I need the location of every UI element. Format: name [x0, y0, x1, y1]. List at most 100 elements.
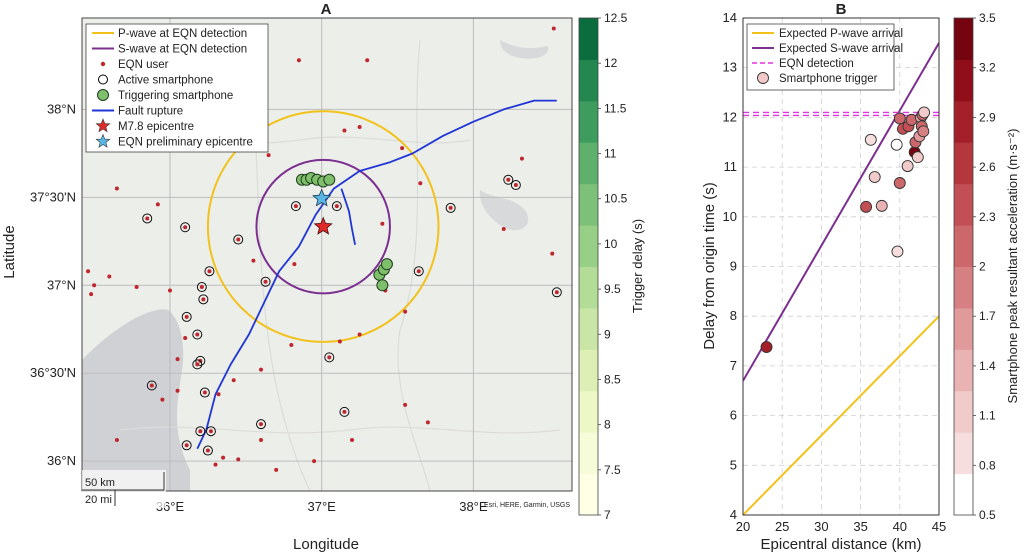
active-smartphone-points — [142, 174, 562, 456]
trigger-delay-colorbar-label: Trigger delay (s) — [630, 219, 645, 313]
map-area — [82, 18, 572, 491]
active-smartphone-marker — [181, 440, 192, 451]
active-smartphone-marker — [339, 406, 350, 417]
legend-star-swatch — [95, 118, 111, 133]
colorbar-bin — [579, 432, 598, 475]
eqn-user-dot — [554, 290, 559, 295]
colorbar-bin — [954, 473, 973, 516]
triggering-smartphone-marker — [376, 279, 389, 292]
legend-label: Active smartphone — [118, 75, 213, 87]
eqn-user-dot — [425, 420, 430, 425]
eqn-user-dot — [416, 269, 421, 274]
eqn-user-dot — [231, 378, 236, 383]
plot-b-y-tick-label: 9 — [730, 259, 737, 274]
active-smartphone-marker — [204, 266, 215, 277]
eqn-user-dot — [213, 462, 218, 467]
colorbar-tick-label: 8 — [604, 418, 611, 432]
eqn-user-dot — [357, 125, 362, 130]
legend-circle-swatch — [757, 72, 769, 84]
trigger-delay-colorbar: 12.5 12 11.5 11 10.5 10 9.5 9 8.5 8 7.5 7 Trigger d… — [578, 11, 645, 522]
eqn-user-dot — [274, 467, 279, 472]
map-legend-entries: P-wave at EQN detection S-wave at EQN det… — [92, 28, 253, 149]
map-y-tick-label: 37°N — [47, 277, 76, 292]
epicentre-stars — [312, 188, 333, 235]
colorbar-tick-label: 2.3 — [979, 210, 996, 224]
smartphone-trigger-point — [864, 133, 877, 146]
smartphone-trigger-point — [901, 160, 914, 173]
colorbar-frame — [578, 17, 599, 516]
smartphone-trigger-point — [860, 200, 873, 213]
smartphone-trigger-point — [893, 177, 906, 189]
smartphone-trigger-point — [918, 106, 931, 119]
colorbar-tick-label: 2.6 — [979, 160, 996, 174]
eqn-user-dot — [201, 297, 206, 302]
eqn-user-dot — [92, 283, 97, 288]
road-lines — [89, 39, 561, 491]
colorbar-bin — [954, 266, 973, 309]
eqn-user-points — [86, 26, 556, 472]
eqn-user-dot — [184, 443, 189, 448]
colorbar-bin — [579, 142, 598, 185]
map-legend: P-wave at EQN detection S-wave at EQN det… — [85, 23, 269, 153]
plot-b-y-tick-label: 14 — [723, 10, 737, 25]
map-y-label: Latitude — [1, 225, 18, 278]
eqn-user-dot — [403, 402, 408, 407]
colorbar-bin — [579, 100, 598, 143]
colorbar-bin — [954, 100, 973, 143]
plot-b-lines — [743, 42, 939, 515]
plot-b-y-tick-label: 5 — [730, 457, 737, 472]
active-smartphone-marker — [445, 202, 456, 213]
active-smartphone-marker — [290, 201, 301, 212]
colorbar-tick-label: 1.4 — [979, 359, 996, 373]
eqn-user-dot — [259, 367, 264, 372]
eqn-user-dot — [312, 459, 317, 464]
acceleration-colorbar: 3.5 3.2 2.9 2.6 2.3 2 1.7 1.4 1.1 0.8 0.5 Smartpho… — [953, 11, 1020, 522]
legend-circle-swatch — [97, 89, 109, 101]
eqn-user-dot — [327, 355, 332, 360]
colorbar-bin — [954, 18, 973, 60]
lake-shape — [479, 190, 529, 231]
colorbar-tick-label: 7 — [604, 508, 611, 522]
eqn-user-dot — [155, 202, 160, 207]
eqn-user-dot — [403, 309, 408, 314]
colorbar-bin — [579, 473, 598, 516]
eqn-user-dot — [357, 332, 362, 337]
eqn-user-dot — [293, 204, 298, 209]
eqn-user-dot — [418, 181, 423, 186]
colorbar-bin — [579, 390, 598, 433]
eqn-user-dot — [513, 183, 518, 188]
eqn-user-dot — [236, 237, 241, 242]
eqn-user-dot — [160, 397, 165, 402]
eqn-user-dot — [266, 153, 271, 158]
legend-label: Expected S-wave arrival — [779, 43, 903, 55]
eqn-user-dot — [207, 269, 212, 274]
acceleration-colorbar-bins — [954, 18, 973, 516]
active-smartphone-marker — [503, 174, 514, 185]
triggering-smartphone-marker — [380, 258, 393, 271]
plot-b-area — [743, 18, 939, 515]
plot-b-legend-entries: Expected P-wave arrival Expected S-wave a… — [752, 28, 903, 85]
lake-shape — [500, 40, 549, 59]
plot-b-y-tick-label: 10 — [723, 209, 737, 224]
map-y-tick-label: 38°N — [47, 101, 76, 116]
map-x-label: Longitude — [293, 536, 359, 553]
colorbar-bin — [579, 59, 598, 102]
smartphone-trigger-point — [917, 125, 930, 138]
colorbar-bin — [954, 183, 973, 226]
eqn-user-dot — [289, 343, 294, 348]
plot-b-y-tick-label: 11 — [724, 159, 738, 174]
active-smartphone-marker — [192, 329, 203, 340]
active-smartphone-marker — [256, 419, 267, 430]
legend-label: Expected P-wave arrival — [779, 28, 903, 40]
smartphone-trigger-point — [875, 199, 888, 212]
legend-label: EQN preliminary epicentre — [118, 137, 253, 149]
eqn-user-dot — [175, 357, 180, 362]
eqn-user-dot — [221, 455, 226, 460]
legend-label: P-wave at EQN detection — [118, 28, 247, 40]
eqn-user-dot — [195, 362, 200, 367]
plot-b-legend: Expected P-wave arrival Expected S-wave a… — [746, 23, 903, 91]
trigger-delay-colorbar-bins — [579, 18, 598, 516]
eqn-user-dot — [519, 156, 524, 161]
eqn-user-dot — [259, 422, 264, 427]
